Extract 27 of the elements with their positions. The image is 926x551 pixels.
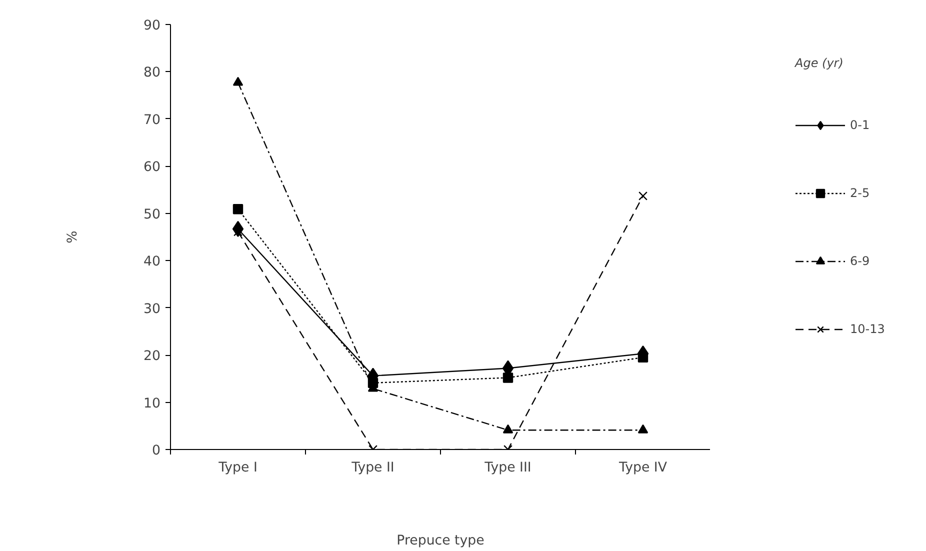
point (638, 191, 648, 200)
legend-label: 2-5 (850, 186, 870, 200)
legend-label: 10-13 (850, 322, 885, 336)
y-tick-label: 20 (144, 349, 161, 364)
y-tick-label: 40 (144, 254, 161, 270)
x-tick-label: Type I (218, 460, 258, 476)
point (502, 424, 514, 434)
y-tick-label: 70 (144, 112, 161, 128)
x-tick-label: Type IV (618, 460, 667, 476)
legend-title: Age (yr) (795, 56, 844, 70)
point (232, 204, 244, 214)
point (502, 372, 514, 383)
y-tick-label: 50 (144, 207, 161, 222)
y-axis-title: % (66, 230, 81, 244)
y-tick-label: 10 (144, 396, 161, 412)
x-tick-label: Type II (350, 460, 394, 476)
legend-label: 6-9 (850, 254, 870, 268)
y-tick-label: 0 (152, 444, 161, 458)
point (638, 352, 648, 363)
x-axis-title: Prepuce type (396, 534, 484, 548)
y-tick-label: 90 (144, 18, 161, 34)
y-tick-label: 60 (144, 160, 161, 176)
legend-label: 0-1 (850, 118, 870, 132)
point (638, 424, 648, 434)
y-tick-label: 30 (144, 302, 161, 317)
y-tick-label: 80 (144, 66, 161, 81)
x-tick-label: Type III (484, 460, 532, 476)
